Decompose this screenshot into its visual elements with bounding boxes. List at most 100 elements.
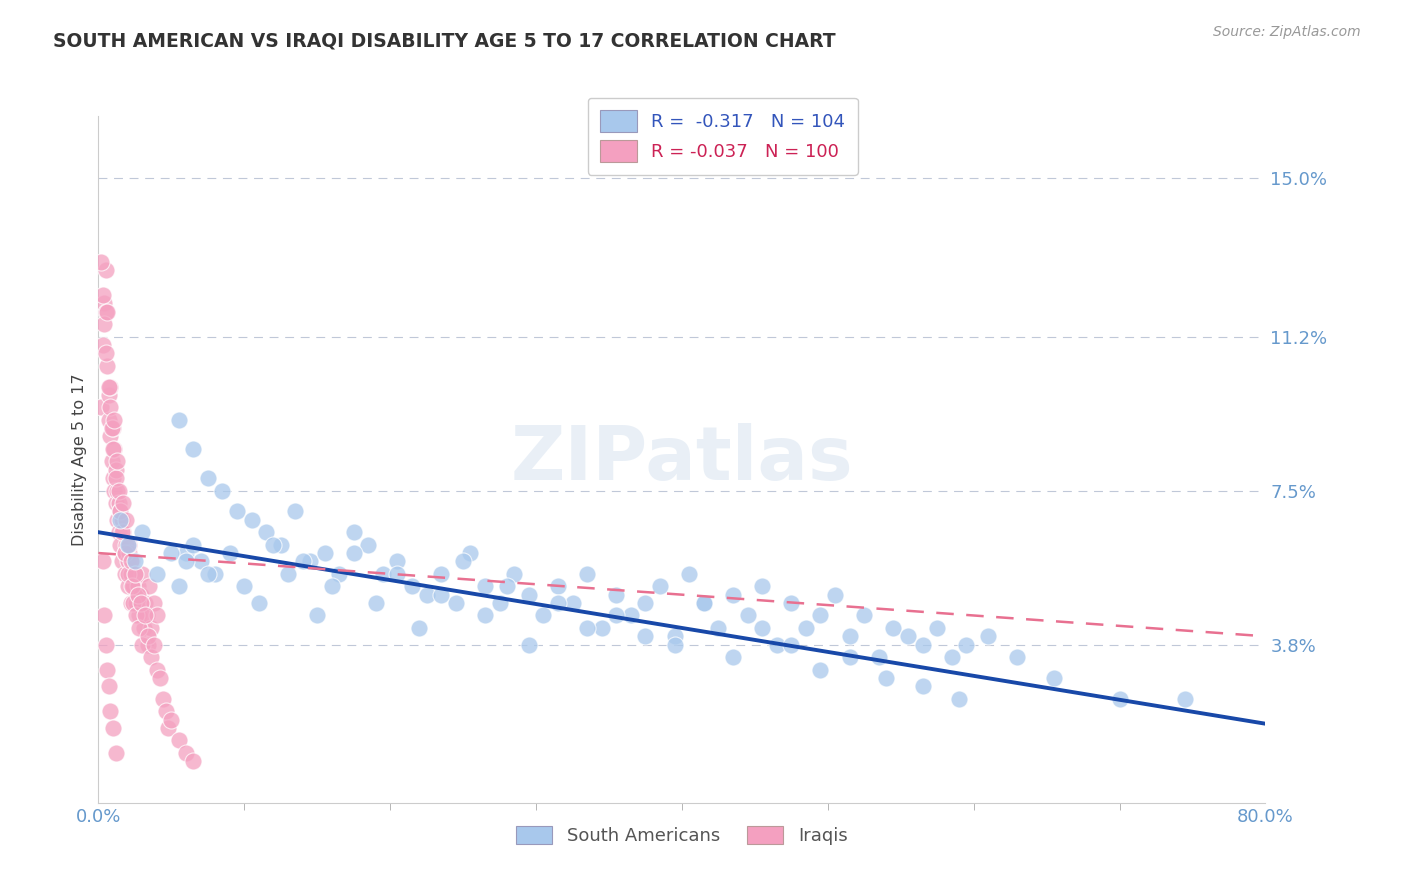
- Point: [98, 429, 121, 443]
- Point: [97, 413, 120, 427]
- Point: [125, 608, 148, 623]
- Text: SOUTH AMERICAN VS IRAQI DISABILITY AGE 5 TO 17 CORRELATION CHART: SOUTH AMERICAN VS IRAQI DISABILITY AGE 5…: [53, 31, 837, 50]
- Point: [94, 263, 117, 277]
- Point: [146, 566, 169, 581]
- Point: [128, 608, 150, 623]
- Point: [517, 638, 540, 652]
- Point: [474, 579, 496, 593]
- Point: [108, 496, 131, 510]
- Point: [284, 504, 307, 518]
- Point: [911, 638, 934, 652]
- Point: [444, 596, 467, 610]
- Point: [605, 588, 627, 602]
- Point: [96, 304, 118, 318]
- Y-axis label: Disability Age 5 to 17: Disability Age 5 to 17: [72, 373, 87, 546]
- Point: [678, 566, 700, 581]
- Point: [838, 629, 860, 643]
- Point: [911, 679, 934, 693]
- Point: [101, 721, 124, 735]
- Point: [122, 596, 145, 610]
- Point: [110, 538, 132, 552]
- Point: [664, 638, 686, 652]
- Point: [517, 588, 540, 602]
- Point: [103, 413, 125, 427]
- Point: [167, 733, 190, 747]
- Point: [240, 513, 263, 527]
- Text: Source: ZipAtlas.com: Source: ZipAtlas.com: [1213, 25, 1361, 39]
- Point: [948, 691, 970, 706]
- Point: [233, 579, 256, 593]
- Point: [120, 596, 142, 610]
- Point: [824, 588, 846, 602]
- Point: [174, 554, 197, 568]
- Point: [117, 538, 139, 552]
- Point: [576, 566, 599, 581]
- Point: [131, 638, 153, 652]
- Point: [128, 621, 150, 635]
- Point: [408, 621, 430, 635]
- Point: [174, 746, 197, 760]
- Point: [664, 629, 686, 643]
- Point: [307, 608, 329, 623]
- Point: [197, 566, 219, 581]
- Point: [634, 596, 657, 610]
- Point: [104, 471, 127, 485]
- Point: [955, 638, 977, 652]
- Point: [124, 566, 146, 581]
- Point: [125, 596, 148, 610]
- Point: [561, 596, 583, 610]
- Point: [838, 650, 860, 665]
- Point: [108, 483, 131, 498]
- Point: [868, 650, 890, 665]
- Point: [291, 554, 314, 568]
- Point: [149, 671, 172, 685]
- Point: [810, 663, 832, 677]
- Point: [343, 546, 366, 560]
- Point: [114, 546, 136, 560]
- Point: [1174, 691, 1197, 706]
- Point: [737, 608, 759, 623]
- Point: [129, 588, 152, 602]
- Point: [277, 566, 299, 581]
- Point: [127, 588, 149, 602]
- Point: [115, 538, 138, 552]
- Point: [343, 525, 366, 540]
- Point: [111, 554, 134, 568]
- Point: [97, 379, 120, 393]
- Point: [451, 554, 474, 568]
- Point: [96, 359, 118, 373]
- Point: [117, 566, 139, 581]
- Point: [204, 566, 226, 581]
- Point: [138, 579, 160, 593]
- Point: [108, 525, 131, 540]
- Point: [103, 483, 125, 498]
- Point: [94, 638, 117, 652]
- Point: [174, 546, 197, 560]
- Point: [152, 691, 174, 706]
- Point: [97, 388, 120, 402]
- Point: [387, 566, 409, 581]
- Point: [129, 596, 152, 610]
- Point: [100, 421, 122, 435]
- Point: [605, 608, 627, 623]
- Point: [693, 596, 716, 610]
- Point: [591, 621, 613, 635]
- Point: [142, 638, 165, 652]
- Point: [110, 504, 132, 518]
- Legend: South Americans, Iraqis: South Americans, Iraqis: [509, 818, 855, 852]
- Point: [707, 621, 730, 635]
- Point: [547, 596, 569, 610]
- Point: [97, 679, 120, 693]
- Point: [122, 579, 145, 593]
- Point: [751, 621, 773, 635]
- Point: [94, 304, 117, 318]
- Point: [197, 471, 219, 485]
- Point: [167, 413, 190, 427]
- Point: [160, 546, 183, 560]
- Point: [181, 442, 204, 456]
- Point: [90, 254, 112, 268]
- Point: [139, 621, 162, 635]
- Point: [262, 538, 284, 552]
- Point: [93, 317, 115, 331]
- Point: [103, 442, 125, 456]
